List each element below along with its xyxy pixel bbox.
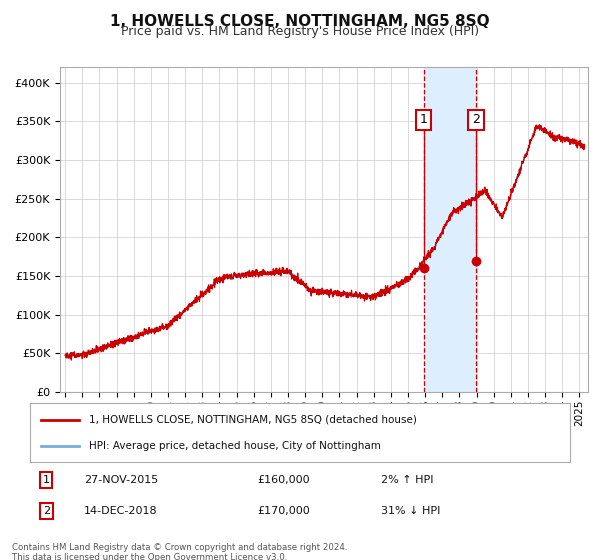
- Bar: [424, 67, 476, 392]
- Text: 1, HOWELLS CLOSE, NOTTINGHAM, NG5 8SQ: 1, HOWELLS CLOSE, NOTTINGHAM, NG5 8SQ: [110, 14, 490, 29]
- Text: HPI: Average price, detached house, City of Nottingham: HPI: Average price, detached house, City…: [89, 441, 381, 451]
- Text: This data is licensed under the Open Government Licence v3.0.: This data is licensed under the Open Gov…: [12, 553, 287, 560]
- Text: 2: 2: [472, 113, 480, 127]
- Text: Contains HM Land Registry data © Crown copyright and database right 2024.: Contains HM Land Registry data © Crown c…: [12, 543, 347, 552]
- Text: 2: 2: [43, 506, 50, 516]
- Text: 27-NOV-2015: 27-NOV-2015: [84, 475, 158, 485]
- Text: 1: 1: [420, 113, 428, 127]
- Text: £170,000: £170,000: [257, 506, 310, 516]
- Text: 31% ↓ HPI: 31% ↓ HPI: [381, 506, 440, 516]
- Text: 14-DEC-2018: 14-DEC-2018: [84, 506, 158, 516]
- Text: 2% ↑ HPI: 2% ↑ HPI: [381, 475, 433, 485]
- Text: Price paid vs. HM Land Registry's House Price Index (HPI): Price paid vs. HM Land Registry's House …: [121, 25, 479, 38]
- Text: £160,000: £160,000: [257, 475, 310, 485]
- Text: 1, HOWELLS CLOSE, NOTTINGHAM, NG5 8SQ (detached house): 1, HOWELLS CLOSE, NOTTINGHAM, NG5 8SQ (d…: [89, 414, 417, 424]
- Text: 1: 1: [43, 475, 50, 485]
